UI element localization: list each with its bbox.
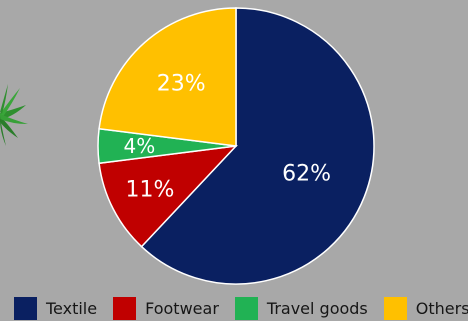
- legend-label-travel-goods: Travel goods: [266, 298, 368, 318]
- pie-slice-others: [98, 7, 237, 147]
- data-label-textile: 62%: [282, 161, 331, 186]
- data-label-others: 23%: [157, 71, 206, 96]
- pie-data-labels: 62% 11% 4% 23%: [124, 71, 331, 202]
- legend-item-textile: Textile: [14, 296, 98, 320]
- legend-swatch-others: [383, 296, 407, 320]
- palm-leaf-icon: [0, 84, 28, 146]
- legend-label-footwear: Footwear: [145, 298, 219, 318]
- chart-legend: Textile Footwear Travel goods Others: [14, 296, 468, 320]
- pie-slice-footwear: [98, 144, 238, 248]
- legend-swatch-travel-goods: [234, 296, 258, 320]
- legend-swatch-footwear: [113, 296, 137, 320]
- data-label-footwear: 11%: [125, 177, 174, 202]
- legend-item-footwear: Footwear: [113, 296, 219, 320]
- pie-slices: [97, 7, 375, 285]
- data-label-travel-goods: 4%: [124, 134, 156, 158]
- legend-label-textile: Textile: [46, 298, 98, 318]
- pie-chart-svg: 62% 11% 4% 23%: [97, 7, 375, 285]
- legend-swatch-textile: [14, 296, 37, 320]
- legend-item-travel-goods: Travel goods: [234, 296, 368, 320]
- legend-label-others: Others: [415, 298, 468, 318]
- legend-item-others: Others: [383, 296, 468, 320]
- pie-slice-textile: [140, 7, 375, 285]
